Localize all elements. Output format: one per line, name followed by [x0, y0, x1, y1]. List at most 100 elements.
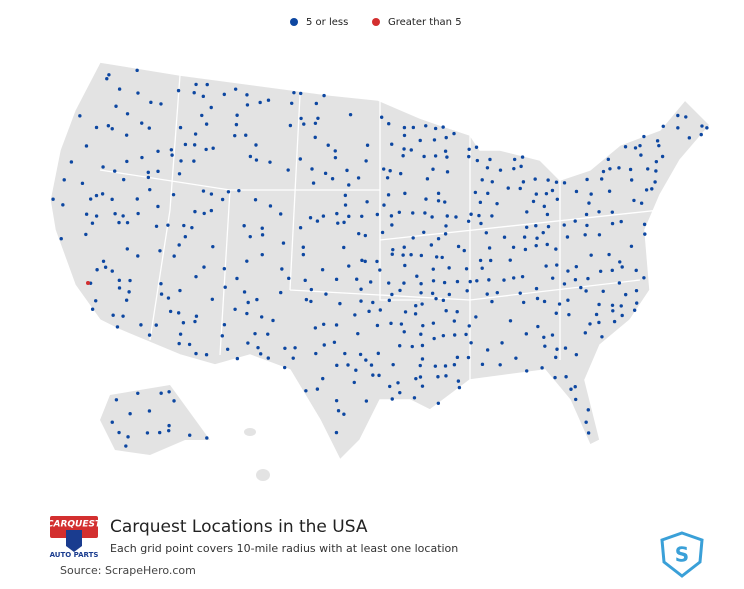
location-dot [146, 175, 151, 180]
location-dot [508, 319, 513, 323]
location-dot [117, 220, 121, 225]
location-dot [222, 267, 227, 271]
location-dot [573, 278, 578, 282]
location-dot [488, 157, 492, 162]
location-dot [90, 221, 95, 225]
location-dot [620, 265, 624, 269]
location-dot [172, 254, 176, 258]
location-dot [334, 430, 339, 435]
subtitle: Each grid point covers 10-mile radius wi… [110, 542, 458, 555]
location-dot [299, 91, 303, 96]
location-dot [444, 309, 448, 313]
location-dot [380, 230, 385, 235]
location-dot [379, 115, 384, 119]
location-dot [541, 230, 545, 235]
location-dot [644, 188, 649, 192]
location-dot [323, 171, 328, 176]
location-dot [178, 125, 183, 130]
location-dot [611, 309, 615, 313]
location-dot [336, 409, 341, 413]
location-dot [288, 123, 293, 128]
location-dot [445, 170, 450, 174]
location-dot [235, 276, 239, 281]
location-dot [378, 308, 383, 312]
location-dot [586, 408, 590, 412]
location-dot [301, 245, 305, 249]
location-dots [51, 68, 709, 448]
legend-swatch [290, 18, 298, 26]
location-dot [419, 253, 424, 258]
location-dot [364, 358, 368, 362]
location-dot [550, 188, 555, 193]
location-dot [363, 233, 368, 238]
location-dot [385, 176, 390, 180]
location-dot [608, 167, 612, 171]
location-dot [386, 193, 391, 197]
location-dot [447, 266, 451, 270]
location-dot [94, 299, 98, 303]
title: Carquest Locations in the USA [110, 517, 368, 537]
location-dot [573, 219, 577, 223]
location-dot [193, 209, 197, 214]
location-dot [398, 288, 402, 293]
location-dot [308, 216, 313, 220]
location-dot [248, 154, 253, 159]
location-dot [650, 187, 654, 191]
location-dot [629, 244, 634, 249]
location-dot [452, 333, 457, 337]
location-dot [403, 191, 407, 196]
location-dot [456, 244, 461, 249]
location-dot [209, 208, 214, 213]
location-dot [642, 222, 647, 227]
location-dot [193, 132, 198, 136]
location-dot [105, 77, 109, 81]
location-dot [313, 121, 318, 126]
location-dot [233, 307, 237, 311]
location-dot [521, 300, 526, 305]
location-dot [606, 157, 611, 162]
location-dot [634, 288, 639, 293]
location-dot [359, 299, 363, 303]
location-dot [495, 290, 499, 295]
location-dot [282, 365, 287, 370]
location-dot [436, 237, 441, 241]
location-dot [159, 281, 163, 286]
location-dot [391, 362, 395, 367]
location-dot [135, 68, 139, 73]
location-dot [223, 285, 227, 289]
location-dot [562, 181, 567, 185]
location-dot [521, 180, 526, 184]
location-dot [124, 133, 129, 137]
location-dot [531, 199, 536, 204]
location-dot [375, 323, 380, 328]
location-dot [534, 286, 539, 291]
location-dot [555, 263, 559, 267]
location-dot [310, 167, 314, 171]
location-dot [511, 245, 516, 249]
location-dot [233, 133, 237, 138]
location-dot [535, 236, 539, 240]
location-dot [204, 122, 209, 126]
location-dot [222, 323, 227, 327]
location-dot [584, 289, 588, 293]
location-dot [147, 126, 151, 130]
location-dot [302, 122, 306, 126]
location-dot [139, 323, 143, 327]
location-dot [355, 277, 359, 281]
location-dot [536, 324, 540, 329]
location-dot [411, 236, 415, 240]
location-dot [397, 210, 402, 214]
location-dot [291, 356, 295, 360]
state-borders [99, 74, 661, 380]
location-dot [360, 258, 364, 263]
location-dot [388, 384, 392, 389]
location-dot [342, 412, 346, 416]
location-dot [209, 105, 213, 110]
location-dot [190, 225, 194, 230]
location-dot [623, 145, 628, 149]
location-dot [266, 332, 270, 336]
location-dot [338, 301, 342, 306]
location-dot [352, 380, 356, 385]
location-dot [441, 298, 446, 303]
location-dot [554, 355, 558, 360]
